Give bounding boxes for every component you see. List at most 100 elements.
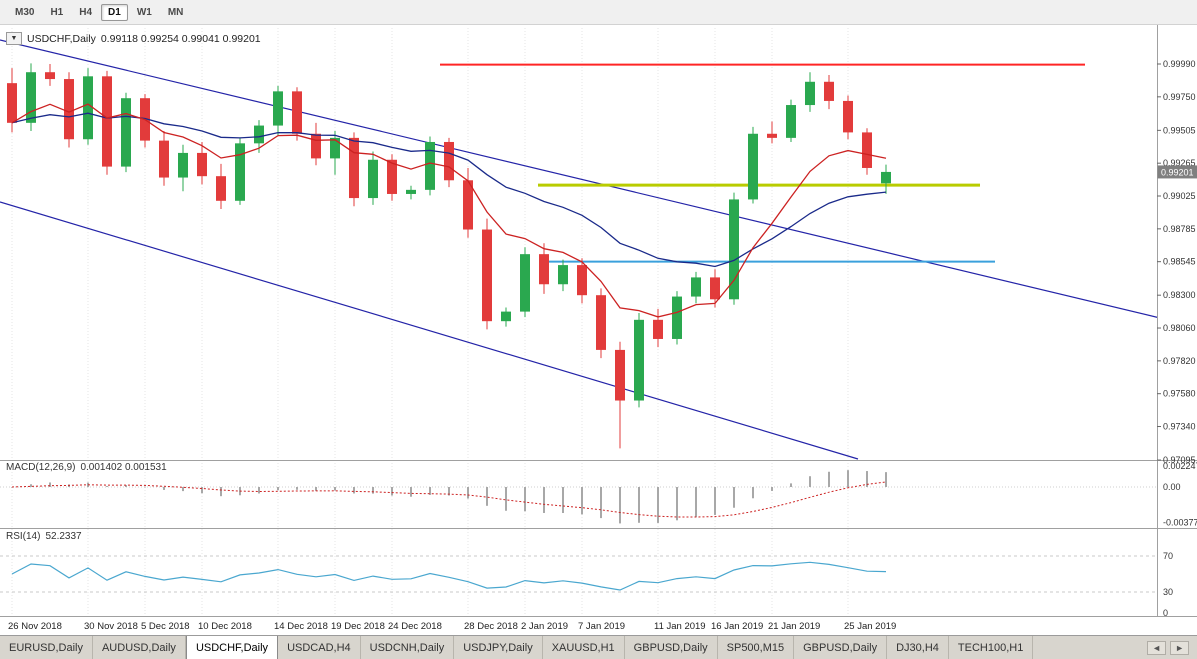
macd-histogram-bar: [106, 486, 108, 487]
macd-axis-label: 0.00: [1163, 482, 1181, 492]
macd-histogram-bar: [733, 487, 735, 508]
date-axis-label: 30 Nov 2018: [84, 621, 138, 632]
chart-tab-audusd-daily[interactable]: AUDUSD,Daily: [93, 636, 186, 659]
candle-body: [577, 265, 587, 296]
chart-ohlc-values: 0.99118 0.99254 0.99041 0.99201: [100, 32, 261, 45]
macd-histogram-bar: [258, 487, 260, 494]
candle-body: [178, 152, 188, 178]
price-axis-label: 0.97340: [1163, 422, 1196, 432]
candle-body: [539, 254, 549, 285]
macd-histogram-bar: [315, 487, 317, 491]
candle-body: [653, 319, 663, 339]
macd-histogram-bar: [277, 487, 279, 491]
date-axis-label: 16 Jan 2019: [711, 621, 763, 632]
macd-histogram-bar: [125, 485, 127, 487]
candle-body: [26, 72, 36, 123]
macd-histogram-bar: [600, 487, 602, 519]
candle-body: [7, 83, 17, 123]
candle-body: [235, 143, 245, 201]
chart-tab-gbpusd-daily[interactable]: GBPUSD,Daily: [625, 636, 718, 659]
macd-histogram-bar: [771, 487, 773, 491]
chart-tab-usdcad-h4[interactable]: USDCAD,H4: [278, 636, 361, 659]
chart-tab-usdcnh-daily[interactable]: USDCNH,Daily: [361, 636, 455, 659]
candle-body: [406, 189, 416, 194]
horizontal-level-lines[interactable]: [440, 63, 1085, 263]
candle-body: [444, 141, 454, 181]
candle-body: [881, 171, 891, 184]
macd-histogram-bar: [429, 487, 431, 495]
macd-histogram-bar: [562, 487, 564, 513]
candle-body: [748, 133, 758, 200]
price-axis-label: 0.99265: [1163, 158, 1196, 168]
timeframe-button-d1[interactable]: D1: [101, 3, 128, 21]
chart-symbol-title: USDCHF,Daily: [27, 32, 96, 45]
price-axis-label: 0.99505: [1163, 125, 1196, 135]
date-axis-label: 26 Nov 2018: [8, 621, 62, 632]
candle-body: [843, 100, 853, 133]
chart-tab-dj30-h4[interactable]: DJ30,H4: [887, 636, 949, 659]
timeframe-toolbar: M30 H1 H4 D1 W1 MN: [0, 0, 1197, 25]
rsi-axis-label: 0: [1163, 608, 1168, 618]
candle-body: [558, 265, 568, 285]
chart-tab-usdjpy-daily[interactable]: USDJPY,Daily: [454, 636, 543, 659]
tab-scroll-right-icon[interactable]: ►: [1170, 640, 1189, 655]
chart-menu-icon[interactable]: ▼: [6, 32, 22, 45]
trend-channel-lines[interactable]: [0, 39, 1161, 460]
macd-histogram-bar: [828, 471, 830, 487]
macd-histogram-bar: [505, 487, 507, 511]
macd-histogram-bar: [695, 487, 697, 517]
date-axis-label: 10 Dec 2018: [198, 621, 252, 632]
timeframe-button-mn[interactable]: MN: [167, 6, 184, 18]
chart-tab-sp500-m15[interactable]: SP500,M15: [718, 636, 795, 659]
chart-tab-usdchf-daily[interactable]: USDCHF,Daily: [185, 636, 279, 659]
timeframe-button-m30[interactable]: M30: [15, 6, 35, 18]
candle-body: [862, 132, 872, 168]
chart-tab-gbpusd-daily[interactable]: GBPUSD,Daily: [794, 636, 888, 659]
macd-histogram-bar: [543, 487, 545, 513]
candle-body: [501, 311, 511, 322]
macd-histogram-bar: [524, 487, 526, 512]
chart-tab-eurusd-daily[interactable]: EURUSD,Daily: [0, 636, 93, 659]
candle-body: [159, 140, 169, 178]
candle-body: [767, 133, 777, 138]
rsi-axis-label: 30: [1163, 587, 1173, 597]
candle-body: [216, 176, 226, 201]
grid-lines: [11, 28, 849, 616]
macd-histogram-bar: [296, 487, 298, 490]
macd-histogram-bar: [49, 482, 51, 487]
timeframe-button-h1[interactable]: H1: [50, 6, 64, 18]
current-price-tag-value: 0.99201: [1161, 167, 1194, 177]
candle-body: [387, 159, 397, 194]
price-chart-svg[interactable]: 0.99990 0.99750 0.99505 0.99265 0.99025 0.987…: [0, 25, 1197, 635]
candle-body: [729, 199, 739, 300]
macd-histogram-bar: [657, 487, 659, 523]
candle-body: [672, 296, 682, 339]
candle-body: [691, 277, 701, 297]
timeframe-button-w1[interactable]: W1: [136, 6, 152, 18]
candle-body: [710, 277, 720, 300]
channel-lower-line[interactable]: [0, 201, 859, 460]
chart-tab-xauusd-h1[interactable]: XAUUSD,H1: [543, 636, 625, 659]
price-axis-label: 0.98300: [1163, 290, 1196, 300]
macd-label: MACD(12,26,9): [6, 462, 76, 473]
moving-average-lines: [11, 103, 887, 318]
macd-histogram-bar: [391, 487, 393, 496]
candle-body: [634, 319, 644, 401]
macd-header: MACD(12,26,9) 0.001402 0.001531: [6, 462, 167, 473]
candle-body: [254, 125, 264, 144]
date-axis-label: 28 Dec 2018: [464, 621, 518, 632]
candle-body: [45, 72, 55, 80]
macd-histogram-bar: [847, 470, 849, 487]
price-axis-label: 0.97095: [1163, 455, 1196, 465]
timeframe-button-h4[interactable]: H4: [79, 6, 93, 18]
macd-panel: [0, 470, 1157, 524]
tab-scroll-left-icon[interactable]: ◄: [1147, 640, 1167, 655]
macd-histogram-bar: [30, 484, 32, 487]
chart-tab-tech100-h1[interactable]: TECH100,H1: [949, 636, 1034, 659]
macd-histogram-bar: [334, 487, 336, 491]
macd-histogram-bar: [144, 486, 146, 488]
candle-body: [330, 137, 340, 159]
macd-histogram-bar: [410, 487, 412, 497]
channel-upper-line[interactable]: [0, 39, 1161, 319]
